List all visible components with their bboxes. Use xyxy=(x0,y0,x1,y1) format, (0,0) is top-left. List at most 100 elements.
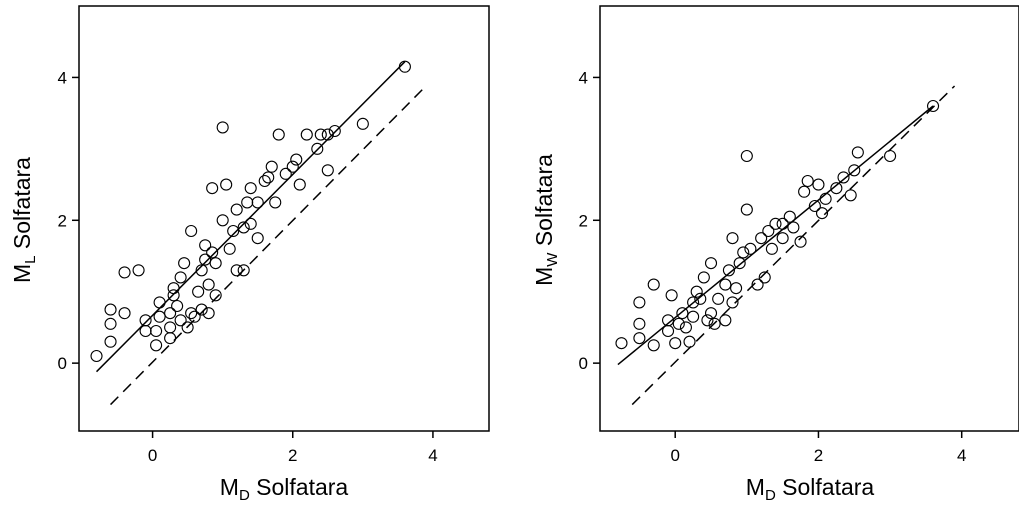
data-point xyxy=(615,337,628,350)
data-point xyxy=(848,164,861,177)
data-point xyxy=(227,224,240,238)
data-point xyxy=(237,221,250,234)
fit-line xyxy=(95,61,406,373)
data-point xyxy=(769,217,782,230)
data-point xyxy=(192,285,205,298)
data-point xyxy=(202,278,215,291)
data-point xyxy=(672,317,685,330)
data-point xyxy=(719,278,732,291)
data-point xyxy=(251,232,264,245)
data-point xyxy=(251,196,264,209)
data-point xyxy=(794,235,807,248)
data-point xyxy=(744,242,757,255)
plot-frame xyxy=(78,5,490,432)
data-point xyxy=(220,178,233,191)
data-point xyxy=(815,207,829,220)
data-point xyxy=(633,317,646,330)
data-point xyxy=(808,199,821,213)
x-tick-label: 0 xyxy=(670,446,679,465)
x-tick-label: 2 xyxy=(288,446,297,465)
data-point xyxy=(762,224,775,238)
data-point xyxy=(153,310,166,323)
data-point xyxy=(216,121,229,134)
data-point xyxy=(265,160,278,173)
data-point xyxy=(687,310,700,323)
data-point xyxy=(237,264,250,277)
data-point xyxy=(209,289,222,302)
data-point xyxy=(279,167,292,180)
data-point xyxy=(884,149,897,163)
data-point xyxy=(223,242,236,255)
data-point xyxy=(195,264,208,277)
x-tick-label: 0 xyxy=(148,446,157,465)
data-point xyxy=(132,264,145,277)
tick-labels: 0 2 4 0 2 4 xyxy=(58,68,438,465)
data-point xyxy=(665,289,678,302)
data-point xyxy=(687,296,700,309)
data-point xyxy=(719,314,732,327)
data-point xyxy=(290,153,303,166)
data-point xyxy=(812,178,825,191)
data-point xyxy=(740,203,753,216)
y-tick-label: 2 xyxy=(579,211,588,230)
data-point xyxy=(726,296,739,309)
data-point xyxy=(927,99,940,113)
data-point xyxy=(206,246,219,259)
data-point xyxy=(398,60,411,73)
data-point xyxy=(837,171,850,184)
axis-ticks xyxy=(593,76,963,438)
data-point xyxy=(751,278,764,291)
data-point xyxy=(694,292,707,305)
data-point xyxy=(683,335,696,348)
data-point xyxy=(104,335,117,348)
data-point xyxy=(669,337,682,350)
data-point xyxy=(139,324,152,338)
data-point xyxy=(118,266,131,279)
data-point xyxy=(755,232,768,245)
data-point xyxy=(740,149,753,163)
data-point xyxy=(321,128,334,141)
data-point xyxy=(209,257,222,270)
y-tick-label: 4 xyxy=(579,68,588,87)
data-point xyxy=(202,307,215,320)
data-point xyxy=(150,324,163,338)
x-tick-label: 4 xyxy=(957,446,966,465)
y-axis-label: MW Solfatara xyxy=(531,154,561,286)
scatter-points xyxy=(615,99,940,352)
data-point xyxy=(174,271,187,284)
data-point xyxy=(104,303,117,316)
data-point xyxy=(185,307,198,320)
data-point xyxy=(647,278,660,291)
y-tick-label: 0 xyxy=(579,354,588,373)
data-point xyxy=(300,128,313,141)
lines xyxy=(95,61,427,406)
data-point xyxy=(272,128,285,141)
data-point xyxy=(765,242,778,255)
data-point xyxy=(701,314,714,327)
data-point xyxy=(286,160,299,173)
y-axis-label: ML Solfatara xyxy=(9,157,39,283)
data-point xyxy=(798,185,811,198)
data-point xyxy=(844,189,857,202)
data-point xyxy=(690,285,703,298)
data-point xyxy=(708,317,721,330)
data-point xyxy=(321,164,334,177)
data-point xyxy=(311,142,324,155)
data-point xyxy=(181,321,194,334)
data-point xyxy=(153,296,166,309)
data-point xyxy=(830,182,843,195)
data-point xyxy=(164,332,177,345)
data-point xyxy=(164,321,177,334)
fit-line xyxy=(617,105,934,366)
data-point xyxy=(167,289,180,302)
data-point xyxy=(704,307,718,320)
data-point xyxy=(230,264,243,277)
data-point xyxy=(328,124,341,138)
data-point xyxy=(783,210,796,223)
data-point xyxy=(195,303,208,316)
chart-ml-vs-md: 0 2 4 0 2 4 MD Solfatara ML Solfatara xyxy=(9,5,490,504)
data-point xyxy=(733,257,746,270)
data-point xyxy=(676,307,689,320)
data-point xyxy=(244,182,257,195)
data-point xyxy=(174,314,187,327)
